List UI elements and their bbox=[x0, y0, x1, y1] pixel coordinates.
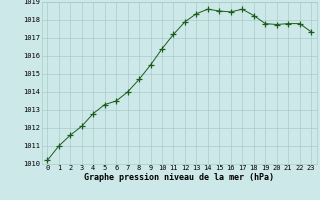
X-axis label: Graphe pression niveau de la mer (hPa): Graphe pression niveau de la mer (hPa) bbox=[84, 173, 274, 182]
